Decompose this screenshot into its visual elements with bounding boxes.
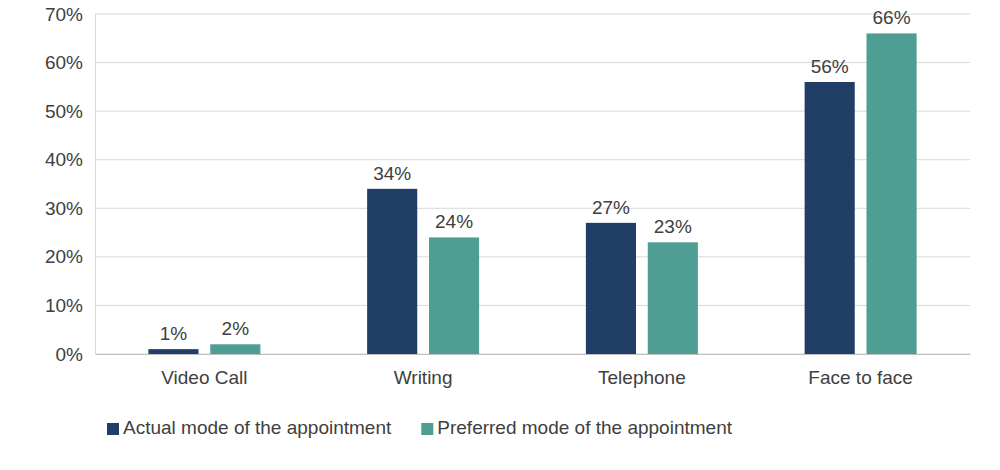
bar <box>148 349 198 354</box>
legend-swatch <box>107 423 119 435</box>
x-axis: Video Call Writing Telephone Face to face <box>96 354 971 388</box>
y-tick-label: 10% <box>45 295 83 316</box>
bars <box>148 33 916 354</box>
data-label: 27% <box>592 197 630 218</box>
grid-line <box>95 14 970 15</box>
data-label: 34% <box>373 163 411 184</box>
bar <box>210 344 260 354</box>
y-tick: 60% <box>45 52 95 73</box>
y-tick-label: 40% <box>45 149 83 170</box>
data-label: 24% <box>435 211 473 232</box>
data-label: 23% <box>654 216 692 237</box>
data-labels: 1% 34% 27% 56% 2% 24% 23% 66% <box>160 7 911 344</box>
y-tick: 50% <box>45 101 95 122</box>
legend: Actual mode of the appointment Preferred … <box>107 417 733 438</box>
bar <box>429 237 479 354</box>
y-tick-label: 0% <box>56 344 84 365</box>
y-tick-label: 30% <box>45 198 83 219</box>
data-label: 2% <box>222 318 250 339</box>
x-tick: Telephone <box>598 354 686 388</box>
y-axis-line <box>95 15 96 355</box>
y-tick-label: 70% <box>45 4 83 25</box>
legend-item: Actual mode of the appointment <box>107 417 392 438</box>
y-axis: 0% 10% 20% 30% 40% 50% 60% 70% <box>45 4 96 365</box>
legend-label: Preferred mode of the appointment <box>437 417 732 438</box>
y-tick: 10% <box>45 295 95 316</box>
data-label: 56% <box>811 56 849 77</box>
x-tick-label: Writing <box>394 367 453 388</box>
x-tick-label: Face to face <box>808 367 913 388</box>
x-tick: Writing <box>394 354 453 388</box>
y-tick-label: 60% <box>45 52 83 73</box>
y-tick: 40% <box>45 149 95 170</box>
bar <box>367 189 417 354</box>
x-tick-label: Video Call <box>161 367 247 388</box>
x-tick: Face to face <box>808 354 913 388</box>
y-tick-label: 50% <box>45 101 83 122</box>
x-tick-label: Telephone <box>598 367 686 388</box>
bar <box>805 82 855 354</box>
data-label: 1% <box>160 323 188 344</box>
data-label: 66% <box>873 7 911 28</box>
chart: 0% 10% 20% 30% 40% 50% 60% 70% Video Call Writing… <box>0 0 1000 470</box>
x-axis-line <box>96 354 971 355</box>
grid <box>95 14 970 354</box>
x-tick: Video Call <box>161 354 247 388</box>
y-tick: 0% <box>56 344 95 365</box>
y-tick: 70% <box>45 4 95 25</box>
legend-swatch <box>421 423 433 435</box>
bar <box>586 223 636 354</box>
y-tick-label: 20% <box>45 246 83 267</box>
bar <box>867 33 917 354</box>
bar <box>648 242 698 354</box>
plot: 0% 10% 20% 30% 40% 50% 60% 70% Video Call Writing… <box>45 4 971 389</box>
legend-item: Preferred mode of the appointment <box>421 417 732 438</box>
y-tick: 20% <box>45 246 95 267</box>
y-tick: 30% <box>45 198 95 219</box>
legend-label: Actual mode of the appointment <box>123 417 392 438</box>
